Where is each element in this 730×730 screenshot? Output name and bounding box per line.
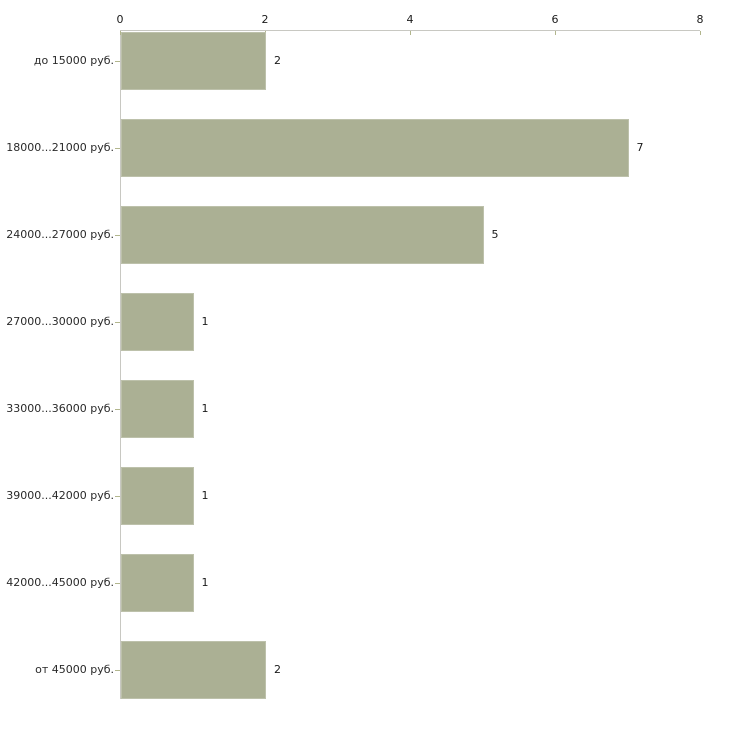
value-label: 1 [201,314,209,328]
x-tick-mark [410,31,411,35]
x-tick-label: 6 [551,13,559,26]
x-axis-line [120,30,700,31]
category-tick-mark [115,582,120,584]
category-label: до 15000 руб. [33,53,114,67]
x-tick-label: 0 [116,13,124,26]
category-label: 27000...30000 руб. [6,314,114,328]
bar [121,553,194,612]
category-tick-mark [115,669,120,671]
category-label: 39000...42000 руб. [6,488,114,502]
bar [121,379,194,438]
value-label: 1 [201,575,209,589]
x-tick-mark [555,31,556,35]
x-tick-mark [700,31,701,35]
bar [121,292,194,351]
category-tick-mark [115,147,120,149]
value-label: 1 [201,401,209,415]
bar [121,31,266,90]
category-tick-mark [115,60,120,62]
bar [121,118,629,177]
category-tick-mark [115,495,120,497]
x-tick-label: 8 [696,13,704,26]
category-label: 24000...27000 руб. [6,227,114,241]
value-label: 2 [274,53,281,67]
bar [121,205,484,264]
value-label: 5 [491,227,499,241]
bar [121,466,194,525]
category-tick-mark [115,321,120,323]
category-label: 33000...36000 руб. [6,401,114,415]
value-label: 7 [636,140,644,154]
x-tick-label: 2 [261,13,269,26]
x-tick-label: 4 [406,13,414,26]
value-label: 1 [201,488,209,502]
bar [121,640,266,699]
x-tick-mark [120,31,121,35]
category-label: от 45000 руб. [35,662,114,676]
y-axis-line [120,30,121,699]
value-label: 2 [274,662,281,676]
category-label: 18000...21000 руб. [6,140,114,154]
category-tick-mark [115,408,120,410]
category-tick-mark [115,234,120,236]
category-label: 42000...45000 руб. [6,575,114,589]
